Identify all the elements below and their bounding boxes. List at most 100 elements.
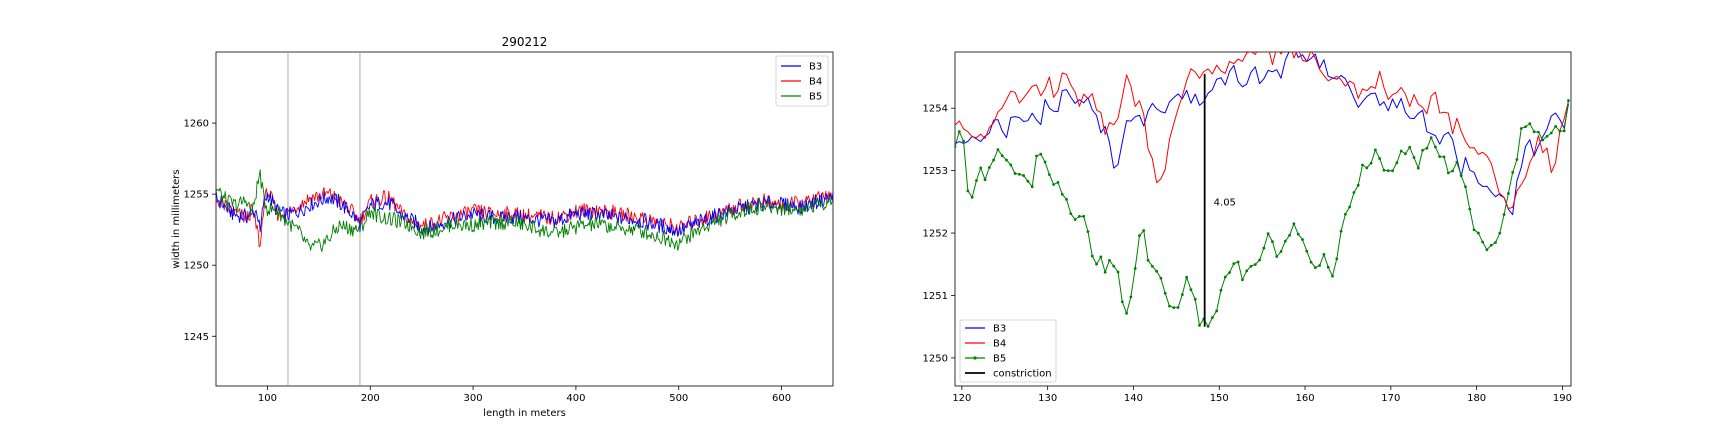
right-x-tick-label: 170 — [1381, 393, 1400, 404]
right-series-b5-marker — [970, 195, 974, 199]
right-series-b5-marker — [1537, 130, 1540, 134]
right-x-tick-label: 150 — [1210, 393, 1229, 404]
left-y-tick-label: 1260 — [184, 119, 209, 130]
left-x-tick-label: 100 — [258, 393, 277, 404]
right-series-b5-marker — [1438, 155, 1442, 159]
right-series-b5-marker — [1434, 145, 1437, 149]
right-series-b5-marker — [1451, 169, 1454, 173]
right-series-b5-marker — [1498, 231, 1502, 235]
right-series-b5-marker — [1116, 270, 1120, 274]
right-axis-ticks: 120 130 140 150 160 170 180 190 1250 1251 1252 1253… — [923, 104, 1572, 404]
right-series-b5-marker — [1108, 258, 1111, 262]
right-series-b5-marker — [1369, 161, 1373, 165]
constriction-value-label: 4.05 — [1214, 197, 1236, 208]
right-series-b5-marker — [1339, 229, 1343, 233]
right-series-b5-marker — [1519, 127, 1523, 130]
right-legend: B3 B4 B5 constriction — [959, 319, 1057, 383]
right-legend-label-b3: B3 — [993, 324, 1006, 335]
right-series-b5-marker — [1172, 306, 1176, 310]
right-series-b5-marker — [1215, 309, 1219, 313]
right-series-b5-marker — [1326, 265, 1330, 269]
right-series-b5-marker — [1245, 269, 1249, 273]
right-series-b5-marker — [1365, 166, 1369, 170]
right-series-b5-marker — [1206, 324, 1210, 328]
right-series-b5-marker — [1253, 263, 1257, 266]
right-series-b5-marker — [1378, 157, 1382, 160]
right-series-b5-marker — [1168, 304, 1171, 308]
right-series-b5-marker — [1442, 155, 1446, 159]
left-y-axis-label: width in millimeters — [171, 169, 182, 268]
right-y-tick-label: 1254 — [923, 104, 948, 115]
right-series-b5-marker — [1198, 323, 1201, 327]
right-series-b5-marker — [1009, 163, 1013, 167]
right-series-b5-marker — [1039, 152, 1043, 156]
right-series-b5-marker — [1416, 166, 1420, 170]
right-series-b5-marker — [1146, 258, 1150, 262]
right-series-b5-marker — [1163, 291, 1167, 295]
right-series-b5-marker — [1352, 191, 1356, 194]
right-x-tick-label: 140 — [1124, 393, 1143, 404]
right-series-b5-marker — [987, 166, 991, 169]
right-series-b5-marker — [992, 158, 996, 162]
right-series-b5-marker — [1017, 172, 1021, 176]
left-x-tick-label: 300 — [464, 393, 483, 404]
right-series-b5-marker — [1361, 163, 1364, 167]
right-series-b5-marker — [1125, 311, 1128, 315]
right-series-b5-marker — [975, 179, 978, 182]
left-series-b5-line — [215, 169, 834, 252]
right-series-b5-marker — [1112, 264, 1116, 268]
right-series-b5-marker — [1386, 169, 1390, 173]
right-series-b5-marker — [1043, 160, 1047, 164]
right-series-b5-marker — [1155, 269, 1159, 273]
right-series-b5-marker — [1515, 158, 1519, 161]
right-x-tick-label: 180 — [1467, 393, 1486, 404]
right-y-tick-label: 1252 — [923, 229, 948, 240]
left-legend-label-b3: B3 — [809, 62, 822, 73]
right-series-b5-marker — [1489, 243, 1493, 247]
right-series-b5-marker — [1331, 274, 1334, 278]
right-series-b5-marker — [1301, 238, 1304, 241]
right-series-b5-marker — [1052, 183, 1056, 186]
left-legend: B3 B4 B5 — [775, 55, 829, 107]
right-x-tick-label: 120 — [952, 393, 971, 404]
right-chart: 120 130 140 150 160 170 180 190 1250 1251 1252 1253… — [923, 51, 1572, 404]
left-axis-ticks: 100 200 300 400 500 600 1245 1250 1255 1260 — [184, 119, 792, 404]
left-chart-title: 290212 — [502, 35, 548, 49]
right-series-b5-marker — [1159, 276, 1163, 280]
constriction-annotation: 4.05 — [1203, 73, 1236, 327]
right-series-b5-marker — [1030, 185, 1034, 189]
right-series-b5-marker — [1065, 197, 1068, 201]
right-legend-label-b5: B5 — [993, 354, 1006, 365]
right-series-b5-marker — [1266, 232, 1270, 235]
right-series-b5-marker — [1150, 264, 1154, 268]
right-series-b5-marker — [957, 130, 961, 134]
right-series-b5-marker — [955, 145, 957, 148]
right-series-b5-marker — [1472, 228, 1476, 232]
right-series-b5-marker — [1000, 154, 1004, 158]
right-series-b5-marker — [1288, 233, 1291, 237]
right-series-b5-marker — [1494, 241, 1497, 244]
right-legend-box — [959, 319, 1057, 383]
right-series-b5-marker — [1309, 260, 1313, 264]
right-series-b5-marker — [1275, 255, 1279, 258]
right-series-b4-line — [955, 52, 1569, 209]
right-series-b5-marker — [1502, 213, 1506, 216]
right-series-b5-marker — [1258, 258, 1261, 262]
right-series-b5-marker — [1343, 212, 1347, 216]
right-series-b5-marker — [1425, 146, 1429, 150]
right-series-b5-marker — [1133, 267, 1137, 270]
left-y-tick-label: 1245 — [184, 332, 209, 343]
right-series-b5-marker — [1283, 239, 1287, 243]
right-series-b5-marker — [1296, 232, 1300, 236]
right-series-b5-marker — [1180, 293, 1184, 296]
right-y-tick-label: 1250 — [923, 353, 948, 364]
right-series-b5-marker — [966, 189, 970, 193]
right-legend-label-constriction: constriction — [993, 369, 1052, 380]
right-series-b5-marker — [1549, 131, 1553, 135]
right-plot-frame — [954, 51, 1572, 387]
right-series-b5-marker — [1395, 161, 1399, 165]
right-series-b5-marker — [1262, 246, 1266, 250]
right-series-b5-marker — [1232, 262, 1236, 266]
right-series-b5-marker — [1348, 205, 1352, 209]
